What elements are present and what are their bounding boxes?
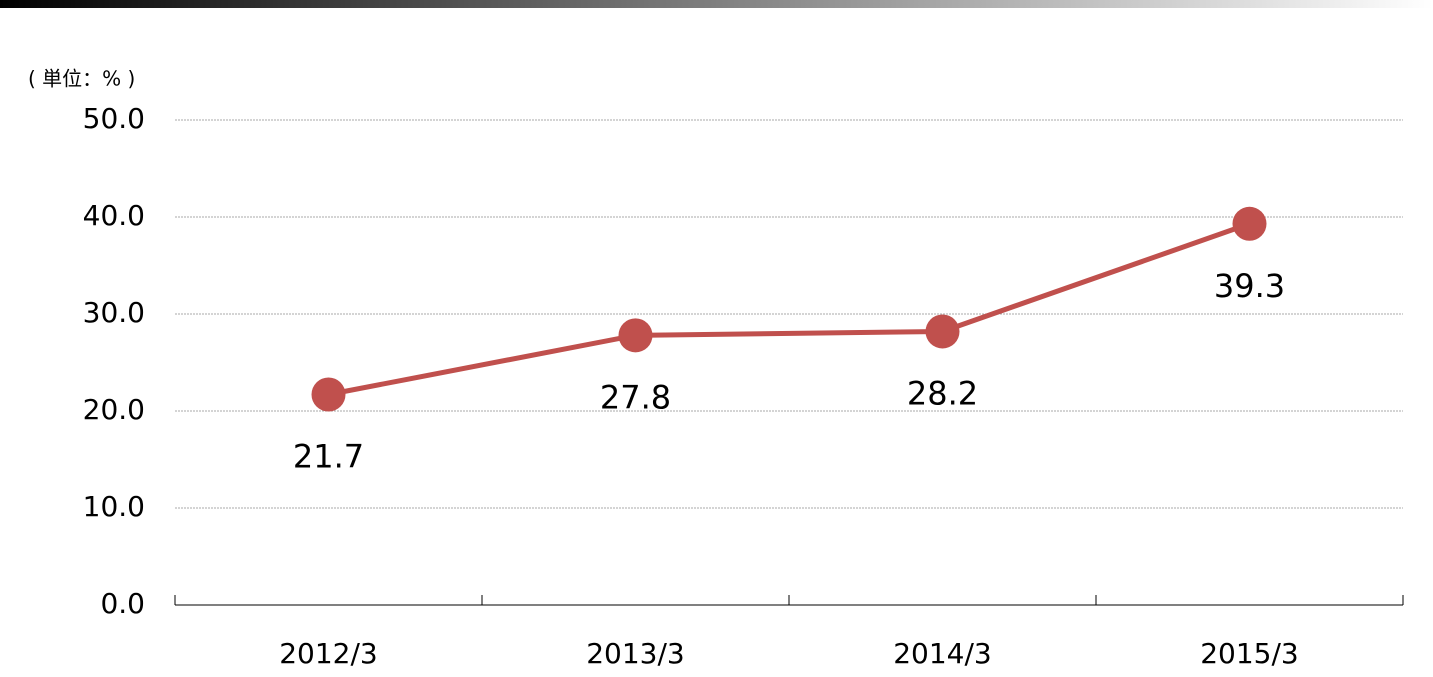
marker: [925, 314, 960, 349]
marker: [311, 377, 346, 412]
y-tick-label: 10.0: [83, 490, 145, 523]
unit-label: ( 単位：% ): [28, 67, 135, 91]
x-tick-label: 2013/3: [586, 637, 685, 670]
data-label: 27.8: [600, 378, 671, 416]
marker: [1232, 206, 1267, 241]
y-tick-label: 20.0: [83, 393, 145, 426]
x-tick-label: 2012/3: [279, 637, 378, 670]
data-label: 21.7: [293, 438, 364, 476]
y-tick-label: 30.0: [83, 296, 145, 329]
x-tick-label: 2015/3: [1200, 637, 1299, 670]
y-tick-label: 0.0: [100, 587, 145, 620]
data-label: 28.2: [907, 374, 978, 412]
marker: [618, 318, 653, 353]
x-tick-label: 2014/3: [893, 637, 992, 670]
header-bar: [0, 0, 1433, 8]
y-tick-label: 50.0: [83, 102, 145, 135]
line: [328, 221, 1251, 397]
y-tick-label: 40.0: [83, 199, 145, 232]
data-label: 39.3: [1214, 267, 1285, 305]
